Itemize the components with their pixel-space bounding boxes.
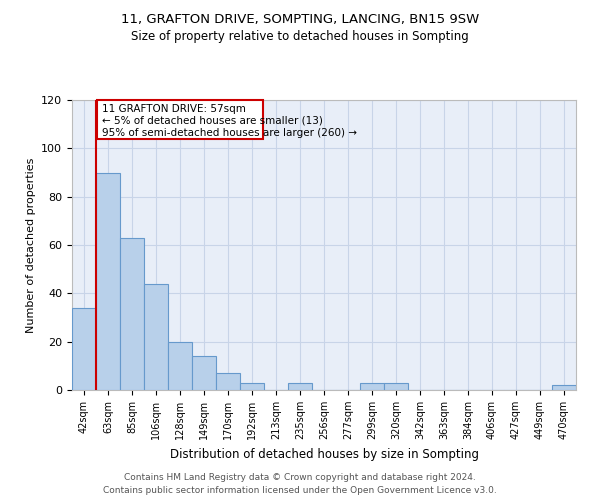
Text: ← 5% of detached houses are smaller (13): ← 5% of detached houses are smaller (13)	[102, 116, 323, 126]
Bar	[96, 172, 120, 390]
Bar	[240, 383, 264, 390]
Y-axis label: Number of detached properties: Number of detached properties	[26, 158, 35, 332]
Text: Size of property relative to detached houses in Sompting: Size of property relative to detached ho…	[131, 30, 469, 43]
FancyBboxPatch shape	[97, 100, 263, 138]
Bar	[288, 383, 312, 390]
Text: 11 GRAFTON DRIVE: 57sqm: 11 GRAFTON DRIVE: 57sqm	[102, 104, 246, 114]
Bar	[168, 342, 192, 390]
Bar	[384, 383, 408, 390]
Text: Contains public sector information licensed under the Open Government Licence v3: Contains public sector information licen…	[103, 486, 497, 495]
X-axis label: Distribution of detached houses by size in Sompting: Distribution of detached houses by size …	[170, 448, 479, 460]
Bar	[120, 238, 144, 390]
Bar	[216, 373, 240, 390]
Text: Contains HM Land Registry data © Crown copyright and database right 2024.: Contains HM Land Registry data © Crown c…	[124, 472, 476, 482]
Bar	[192, 356, 216, 390]
Text: 11, GRAFTON DRIVE, SOMPTING, LANCING, BN15 9SW: 11, GRAFTON DRIVE, SOMPTING, LANCING, BN…	[121, 12, 479, 26]
Bar	[552, 385, 576, 390]
Bar	[72, 308, 96, 390]
Text: 95% of semi-detached houses are larger (260) →: 95% of semi-detached houses are larger (…	[102, 128, 357, 138]
Bar	[144, 284, 168, 390]
Bar	[360, 383, 384, 390]
